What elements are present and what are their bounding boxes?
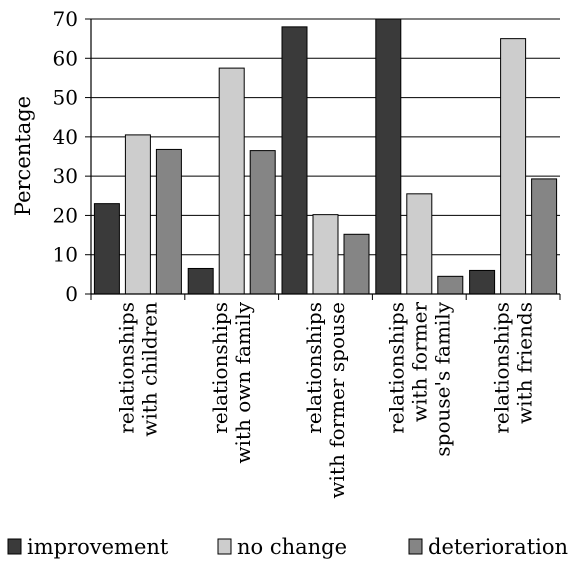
y-tick-label: 20: [53, 203, 78, 227]
y-tick-label: 30: [53, 164, 78, 188]
x-category-label: relationships: [490, 302, 514, 434]
legend-label: deterioration: [428, 535, 568, 559]
y-tick-label: 10: [53, 243, 78, 267]
bar-deterioration-2: [343, 233, 370, 295]
bar-no-change-3: [406, 193, 433, 295]
x-category-label: with friends: [513, 302, 537, 424]
legend-swatch-no-change: [217, 538, 232, 555]
y-tick-label: 60: [53, 46, 78, 70]
bar-deterioration-3: [437, 275, 464, 295]
x-category-label: relationships: [114, 302, 138, 434]
x-category-labels: relationships with children relationships w…: [114, 301, 536, 498]
y-tick-label: 50: [53, 86, 78, 110]
axes: [85, 18, 561, 300]
x-category-label: spouse's family: [430, 301, 454, 456]
bar-improvement-2: [281, 26, 308, 295]
y-tick-label: 40: [53, 125, 78, 149]
x-category-label: relationships: [302, 302, 326, 434]
bars: [93, 18, 558, 295]
bar-no-change-1: [218, 67, 245, 295]
y-tick-label: 70: [53, 7, 78, 31]
bar-no-change-2: [312, 214, 339, 295]
x-category-label: with former spouse: [325, 302, 349, 499]
bar-improvement-3: [375, 18, 402, 295]
y-tick-label: 0: [65, 282, 78, 306]
bar-improvement-1: [187, 267, 214, 295]
x-category-label: relationships: [208, 302, 232, 434]
y-axis-title: Percentage: [11, 96, 35, 216]
x-category-label: with own family: [231, 301, 255, 463]
y-tick-labels: 0 10 20 30 40 50 60 70: [53, 7, 78, 306]
legend-swatch-improvement: [7, 538, 22, 555]
legend-label: no change: [237, 535, 347, 559]
legend-label: improvement: [27, 535, 169, 559]
x-category-label: relationships: [384, 302, 408, 434]
x-category-label: with children: [137, 302, 161, 437]
legend-swatch-deterioration: [408, 538, 423, 555]
bar-deterioration-4: [531, 178, 558, 295]
legend: improvement no change deterioration: [7, 535, 568, 559]
bar-improvement-4: [469, 269, 496, 295]
bar-no-change-0: [124, 134, 151, 295]
bar-deterioration-0: [155, 148, 182, 295]
bar-deterioration-1: [249, 150, 276, 295]
x-category-label: with former: [407, 302, 431, 423]
bar-no-change-4: [500, 38, 527, 295]
bar-improvement-0: [93, 203, 120, 295]
